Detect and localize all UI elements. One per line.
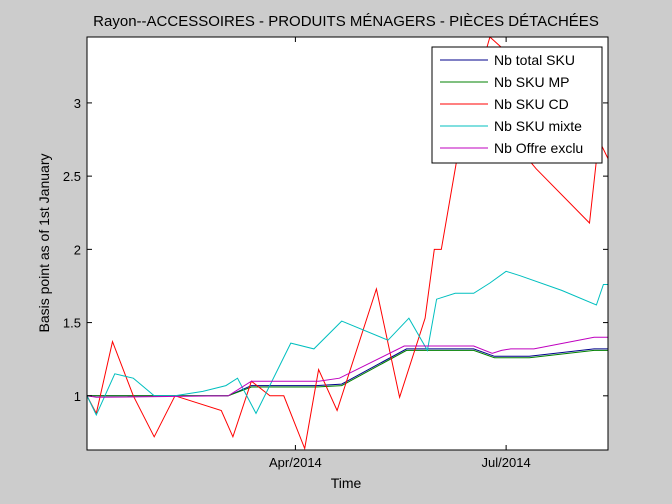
y-tick-label: 2 [74,242,81,257]
plot-frame [86,36,609,451]
y-tick-label: 1.5 [63,316,81,331]
legend-label: Nb Offre exclu [494,140,583,156]
y-tick-label: 3 [74,96,81,111]
legend-box [431,46,603,164]
x-axis-title: Time [331,475,362,491]
series-line-4 [87,270,608,417]
legend-label: Nb SKU mixte [494,118,582,134]
legend-label: Nb total SKU [494,52,575,68]
legend: Nb total SKU Nb SKU MP Nb SKU CD Nb SKU mix… [431,46,603,164]
legend-label: Nb SKU MP [494,74,569,90]
y-axis: 1 1.5 2 2.5 3 [63,96,608,404]
y-axis-title: Basis point as of 1st January [36,154,52,333]
chart-title: Rayon--ACCESSOIRES - PRODUITS MÉNAGERS -… [93,13,599,30]
y-tick-label: 1 [74,389,81,404]
x-tick-label: Jul/2014 [482,455,531,470]
series-line-5 [87,336,608,398]
legend-label: Nb SKU CD [494,96,569,112]
x-tick-label: Apr/2014 [269,455,322,470]
x-axis: Apr/2014 Jul/2014 [269,37,531,470]
y-tick-label: 2.5 [63,169,81,184]
